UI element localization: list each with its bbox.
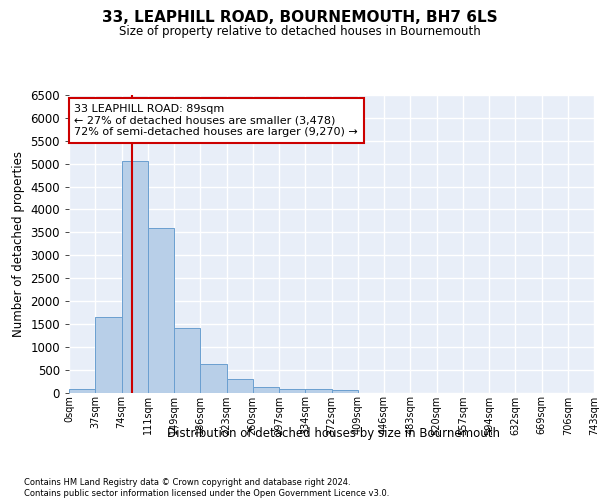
Text: 33 LEAPHILL ROAD: 89sqm
← 27% of detached houses are smaller (3,478)
72% of semi: 33 LEAPHILL ROAD: 89sqm ← 27% of detache… (74, 104, 358, 137)
Bar (200, 364, 227, 392)
Y-axis label: Number of detached properties: Number of detached properties (12, 151, 25, 337)
Bar (253, 386, 279, 392)
Bar (331, 390, 358, 392)
Bar (95, 317, 121, 392)
Bar (69, 389, 95, 392)
Bar (174, 328, 200, 392)
Bar (148, 228, 174, 392)
Text: Distribution of detached houses by size in Bournemouth: Distribution of detached houses by size … (167, 428, 500, 440)
Bar (305, 389, 331, 392)
Bar (227, 379, 253, 392)
Bar (121, 161, 148, 392)
Text: Contains HM Land Registry data © Crown copyright and database right 2024.
Contai: Contains HM Land Registry data © Crown c… (24, 478, 389, 498)
Text: 33, LEAPHILL ROAD, BOURNEMOUTH, BH7 6LS: 33, LEAPHILL ROAD, BOURNEMOUTH, BH7 6LS (102, 10, 498, 25)
Bar (279, 389, 305, 392)
Text: Size of property relative to detached houses in Bournemouth: Size of property relative to detached ho… (119, 25, 481, 38)
